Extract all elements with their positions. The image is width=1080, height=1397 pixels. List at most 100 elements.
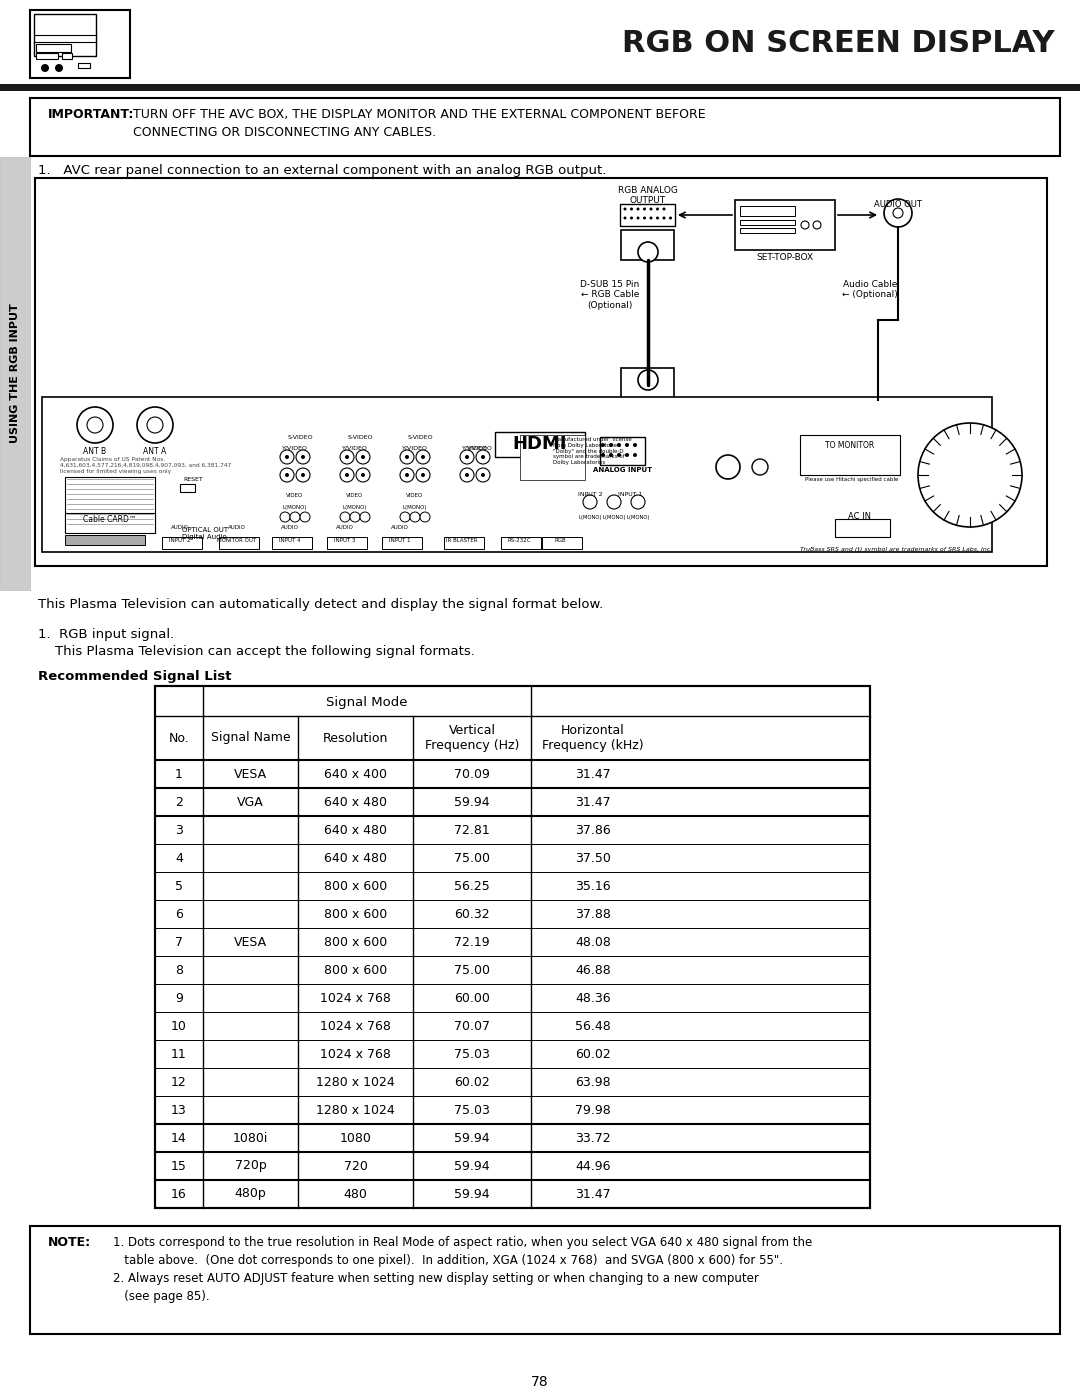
Text: 31.47: 31.47 xyxy=(576,767,611,781)
Bar xyxy=(156,686,870,1208)
Text: 6: 6 xyxy=(175,908,183,921)
Text: 1.   AVC rear panel connection to an external component with an analog RGB outpu: 1. AVC rear panel connection to an exter… xyxy=(38,163,606,177)
Text: 1024 x 768: 1024 x 768 xyxy=(320,992,391,1004)
Circle shape xyxy=(356,450,370,464)
Bar xyxy=(600,437,645,465)
Bar xyxy=(156,686,870,1208)
Bar xyxy=(30,10,130,78)
Text: 800 x 600: 800 x 600 xyxy=(324,964,387,977)
Circle shape xyxy=(625,443,629,447)
Circle shape xyxy=(481,474,485,476)
Text: 60.32: 60.32 xyxy=(455,908,490,921)
Text: D-SUB 15 Pin
← RGB Cable
(Optional): D-SUB 15 Pin ← RGB Cable (Optional) xyxy=(580,279,639,310)
Text: TruBass SRS and (t) symbol are trademarks of SRS Labs, Inc.: TruBass SRS and (t) symbol are trademark… xyxy=(800,548,993,552)
Circle shape xyxy=(630,217,633,219)
Text: RGB ON SCREEN DISPLAY: RGB ON SCREEN DISPLAY xyxy=(622,29,1055,59)
Circle shape xyxy=(752,460,768,475)
Circle shape xyxy=(87,416,103,433)
Text: 63.98: 63.98 xyxy=(576,1076,611,1088)
Circle shape xyxy=(400,450,414,464)
Text: 5: 5 xyxy=(175,880,183,893)
Bar xyxy=(735,200,835,250)
Text: This Plasma Television can accept the following signal formats.: This Plasma Television can accept the fo… xyxy=(38,645,475,658)
Bar xyxy=(444,536,484,549)
Text: IR BLASTER: IR BLASTER xyxy=(446,538,477,543)
Text: L(MONO): L(MONO) xyxy=(626,515,650,520)
Bar xyxy=(542,536,582,549)
Circle shape xyxy=(421,455,426,460)
Text: Resolution: Resolution xyxy=(323,732,388,745)
Text: L(MONO): L(MONO) xyxy=(603,515,625,520)
Bar xyxy=(36,43,71,52)
Text: MONITOR OUT: MONITOR OUT xyxy=(217,538,257,543)
Circle shape xyxy=(405,455,409,460)
Circle shape xyxy=(623,217,626,219)
Text: 72.81: 72.81 xyxy=(454,823,490,837)
Text: 59.94: 59.94 xyxy=(455,1187,490,1200)
Circle shape xyxy=(400,468,414,482)
Text: 8: 8 xyxy=(175,964,183,977)
Text: 640 x 480: 640 x 480 xyxy=(324,795,387,809)
Text: 1024 x 768: 1024 x 768 xyxy=(320,1048,391,1060)
Text: No.: No. xyxy=(168,732,189,745)
Circle shape xyxy=(360,511,370,522)
Text: VIDEO: VIDEO xyxy=(406,493,423,497)
Text: 13: 13 xyxy=(171,1104,187,1116)
Text: NOTE:: NOTE: xyxy=(48,1236,91,1249)
Bar xyxy=(65,513,156,534)
Text: 59.94: 59.94 xyxy=(455,1160,490,1172)
Circle shape xyxy=(476,468,490,482)
Text: 1280 x 1024: 1280 x 1024 xyxy=(316,1076,395,1088)
Circle shape xyxy=(280,450,294,464)
Text: 640 x 480: 640 x 480 xyxy=(324,852,387,865)
Bar xyxy=(30,1227,1059,1334)
Circle shape xyxy=(669,217,672,219)
Text: AUDIO: AUDIO xyxy=(336,525,354,529)
Text: 640 x 480: 640 x 480 xyxy=(324,823,387,837)
Bar xyxy=(30,98,1059,156)
Text: L(MONO): L(MONO) xyxy=(342,504,367,510)
Text: 800 x 600: 800 x 600 xyxy=(324,880,387,893)
Text: L(MONO): L(MONO) xyxy=(283,504,307,510)
Circle shape xyxy=(296,450,310,464)
Text: Audio Cable
← (Optional): Audio Cable ← (Optional) xyxy=(842,279,897,299)
Circle shape xyxy=(361,474,365,476)
Circle shape xyxy=(609,443,613,447)
Text: ANALOG INPUT: ANALOG INPUT xyxy=(593,467,652,474)
Text: 78: 78 xyxy=(531,1375,549,1389)
Circle shape xyxy=(361,455,365,460)
Circle shape xyxy=(617,453,621,457)
Bar xyxy=(62,53,72,59)
Circle shape xyxy=(885,198,912,226)
Text: 9: 9 xyxy=(175,992,183,1004)
Text: 12: 12 xyxy=(171,1076,187,1088)
Text: table above.  (One dot corresponds to one pixel).  In addition, XGA (1024 x 768): table above. (One dot corresponds to one… xyxy=(113,1255,783,1267)
Text: 16: 16 xyxy=(171,1187,187,1200)
Bar xyxy=(800,434,900,475)
Circle shape xyxy=(600,443,605,447)
Text: 800 x 600: 800 x 600 xyxy=(324,908,387,921)
Text: Apparatus Claims of US Patent Nos.
4,631,603,4,577,216,4,819,098,4,907,093, and : Apparatus Claims of US Patent Nos. 4,631… xyxy=(60,457,231,474)
Text: 31.47: 31.47 xyxy=(576,795,611,809)
Text: VESA: VESA xyxy=(234,936,267,949)
Text: 48.08: 48.08 xyxy=(575,936,611,949)
Text: 3: 3 xyxy=(175,823,183,837)
Circle shape xyxy=(465,474,469,476)
Text: Y/VIDEO: Y/VIDEO xyxy=(282,446,308,450)
Circle shape xyxy=(410,511,420,522)
Bar xyxy=(219,536,259,549)
Text: 1080: 1080 xyxy=(339,1132,372,1144)
Circle shape xyxy=(137,407,173,443)
Text: 60.02: 60.02 xyxy=(454,1076,490,1088)
Text: VGA: VGA xyxy=(238,795,264,809)
Text: 1080i: 1080i xyxy=(233,1132,268,1144)
Text: 60.02: 60.02 xyxy=(576,1048,611,1060)
Text: 75.03: 75.03 xyxy=(454,1104,490,1116)
Text: AUDIO: AUDIO xyxy=(391,525,409,529)
Text: Y/VIDEO: Y/VIDEO xyxy=(462,446,488,450)
Text: INPUT 1: INPUT 1 xyxy=(618,492,643,497)
Bar xyxy=(621,231,674,260)
Circle shape xyxy=(460,468,474,482)
Bar xyxy=(740,228,795,233)
Text: 48.36: 48.36 xyxy=(576,992,611,1004)
